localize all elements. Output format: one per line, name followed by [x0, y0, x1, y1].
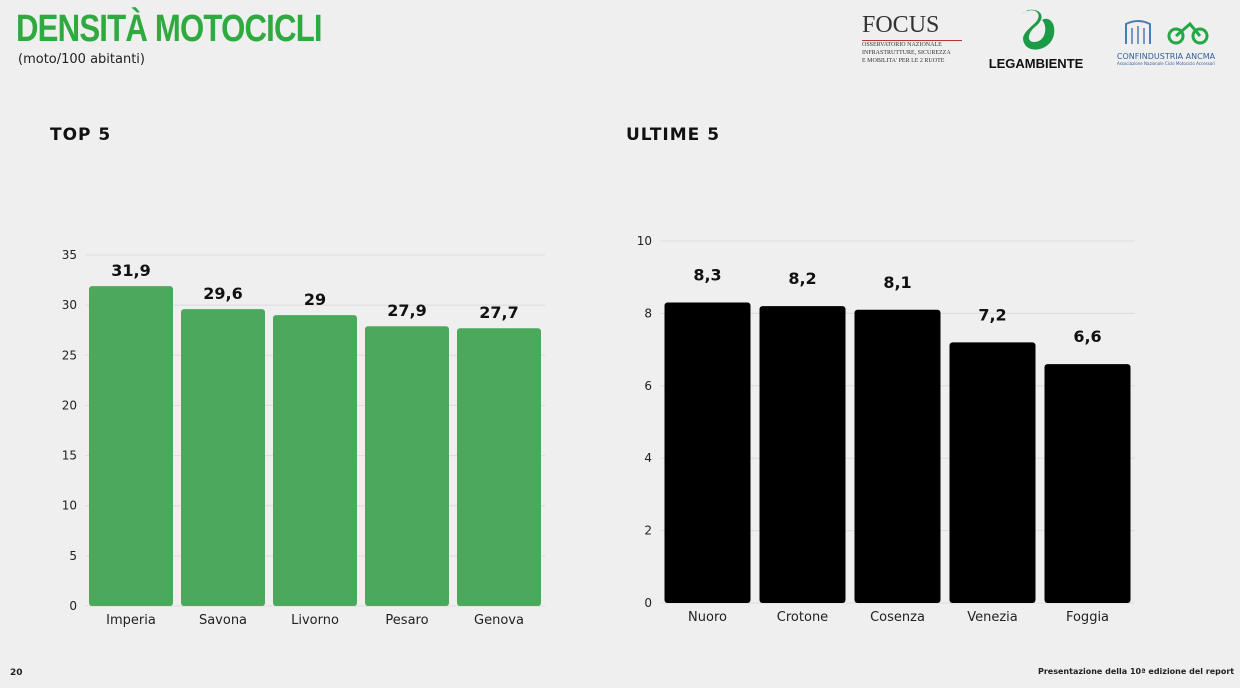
data-label: 8,3	[693, 266, 721, 285]
focus-line-2: INFRASTRUTTURE, SICUREZZA	[862, 50, 951, 56]
bar-livorno	[273, 315, 357, 606]
data-label: 6,6	[1073, 327, 1101, 346]
data-label: 27,9	[387, 301, 426, 320]
y-tick-label: 0	[69, 599, 77, 613]
footer-text: Presentazione della 10ª edizione del rep…	[1038, 667, 1235, 676]
y-tick-label: 10	[62, 499, 77, 513]
page-subtitle: (moto/100 abitanti)	[18, 52, 145, 67]
focus-logo: FOCUS OSSERVATORIO NAZIONALE INFRASTRUTT…	[862, 12, 962, 65]
x-tick-label: Savona	[199, 613, 247, 628]
confindustria-text: CONFINDUSTRIA ANCMA	[1116, 52, 1216, 61]
bar-crotone	[759, 306, 846, 603]
data-label: 29,6	[203, 284, 242, 303]
y-tick-label: 4	[644, 451, 652, 465]
x-tick-label: Foggia	[1066, 610, 1109, 625]
bar-imperia	[89, 286, 173, 606]
y-tick-label: 5	[69, 549, 77, 563]
data-label: 8,1	[883, 273, 911, 292]
y-tick-label: 8	[644, 306, 652, 320]
y-tick-label: 30	[62, 298, 77, 312]
x-tick-label: Imperia	[106, 613, 156, 628]
confindustria-logo: CONFINDUSTRIA ANCMA Associazione Naziona…	[1116, 16, 1216, 66]
bar-savona	[181, 309, 265, 606]
chart-title-ultime5: ULTIME 5	[626, 125, 721, 145]
data-label: 7,2	[978, 305, 1006, 324]
bar-genova	[457, 328, 541, 606]
focus-logo-text: FOCUS	[862, 12, 940, 38]
data-label: 31,9	[111, 261, 150, 280]
x-tick-label: Venezia	[967, 610, 1018, 625]
x-tick-label: Genova	[474, 613, 524, 628]
bar-foggia	[1044, 364, 1131, 603]
legambiente-text: LEGAMBIENTE	[988, 56, 1084, 71]
page-title: DENSITÀ MOTOCICLI	[16, 8, 323, 50]
y-tick-label: 20	[62, 398, 77, 412]
confindustria-sub: Associazione Nazionale Ciclo Motociclo A…	[1116, 61, 1216, 66]
ancma-icon	[1125, 20, 1209, 45]
y-tick-label: 6	[644, 379, 652, 393]
chart-ultime5: 0 2 4 6 8 10 8,3 Nuoro 8,2 Crotone 8,1 Cosenza 7,2 Ve…	[637, 234, 1135, 625]
data-label: 27,7	[479, 303, 518, 322]
chart-top5: 0 5 10 15 20 25 30 35 31,9 Imperia 29,6 Savona 29 Liv…	[62, 248, 545, 628]
focus-line-1: OSSERVATORIO NAZIONALE	[862, 42, 942, 48]
x-tick-label: Crotone	[777, 610, 828, 625]
bar-cosenza	[854, 309, 941, 603]
x-tick-label: Pesaro	[385, 613, 428, 628]
data-label: 29	[304, 290, 326, 309]
focus-line-3: E MOBILITA' PER LE 2 RUOTE	[862, 58, 945, 64]
swan-icon	[1022, 9, 1055, 50]
y-tick-label: 0	[644, 596, 652, 610]
bar-nuoro	[664, 302, 751, 603]
y-tick-label: 10	[637, 234, 652, 248]
legambiente-logo: LEGAMBIENTE	[982, 8, 1090, 71]
y-tick-label: 15	[62, 449, 77, 463]
x-tick-label: Livorno	[291, 613, 339, 628]
y-tick-label: 2	[644, 524, 652, 538]
x-tick-label: Nuoro	[688, 610, 727, 625]
chart-title-top5: TOP 5	[50, 125, 112, 145]
x-tick-label: Cosenza	[870, 610, 925, 625]
data-label: 8,2	[788, 269, 816, 288]
bar-venezia	[949, 342, 1036, 603]
y-tick-label: 35	[62, 248, 77, 262]
bar-pesaro	[365, 326, 449, 606]
page-number: 20	[10, 668, 23, 678]
y-tick-label: 25	[62, 348, 77, 362]
